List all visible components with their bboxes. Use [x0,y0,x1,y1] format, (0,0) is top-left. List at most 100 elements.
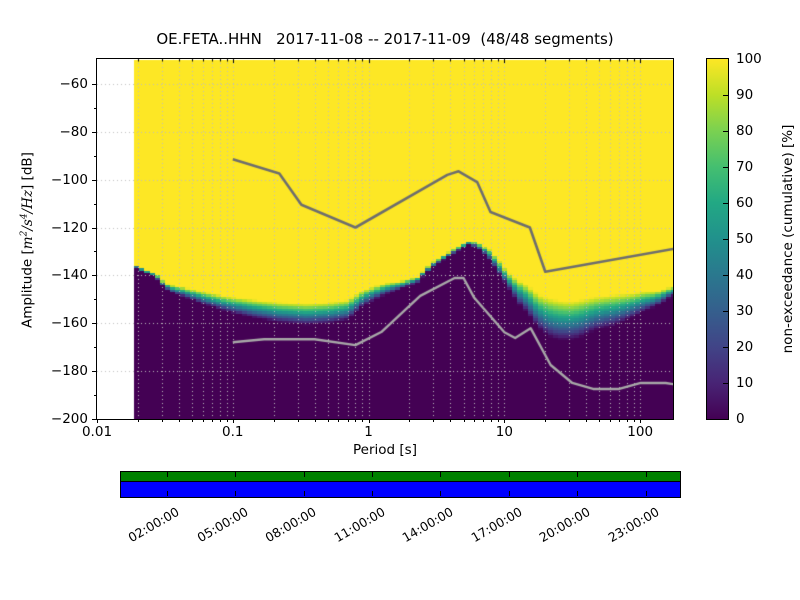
coverage-bar-top-tick [577,472,578,477]
y-tick-label: −120 [50,219,88,236]
colorbar-tick-label: 40 [736,267,754,283]
x-axis-tick [274,419,275,422]
time-tick-label: 05:00:00 [194,504,251,546]
coverage-bar-bottom-tick [167,491,168,496]
x-axis-tick [338,419,339,422]
y-tick-label: −180 [50,363,88,379]
x-axis-tick [179,419,180,422]
y-axis-minor-tick [94,251,96,252]
time-tick-label: 11:00:00 [331,504,388,546]
x-axis-tick [348,419,349,422]
colorbar-tick-label: 60 [736,195,754,211]
x-axis-tick [138,419,139,422]
y-axis-tick [92,323,96,324]
coverage-bar-top-tick [646,472,647,477]
ppsd-heatmap-canvas [97,59,673,419]
time-tick-label: 08:00:00 [262,504,320,546]
y-axis-minor-tick [94,156,96,157]
y-axis-tick [92,371,96,372]
x-tick-label: 10 [495,424,513,440]
x-axis-tick [233,419,234,423]
x-tick-label: 1 [364,424,373,440]
colorbar-tick-label: 80 [736,123,754,139]
x-tick-label: 100 [627,424,654,440]
time-tick-label: 23:00:00 [605,504,662,546]
x-axis-tick [619,419,620,422]
x-axis-label: Period [s] [353,442,417,458]
coverage-bar-bottom-tick [372,491,373,496]
coverage-bar-green-strip [121,472,680,482]
x-axis-tick [634,419,635,422]
x-axis-tick [433,419,434,422]
x-axis-tick [545,419,546,422]
coverage-bar-blue-strip [121,482,680,497]
coverage-bar-top-tick [235,472,236,477]
x-axis-tick [627,419,628,422]
x-axis-tick [212,419,213,422]
x-axis-tick [586,419,587,422]
x-axis-tick [409,419,410,422]
colorbar-tick [723,383,728,384]
y-axis-minor-tick [94,347,96,348]
coverage-bar-bottom-tick [509,491,510,496]
x-axis-tick [203,419,204,422]
colorbar-tick [723,203,728,204]
colorbar-tick-label: 0 [736,411,745,427]
x-tick-label: 0.01 [81,424,113,440]
y-axis-tick [92,228,96,229]
y-axis-minor-tick [94,299,96,300]
time-tick-label: 17:00:00 [468,504,525,546]
coverage-bar [120,471,681,498]
x-axis-tick [315,419,316,422]
x-axis-tick [640,419,641,423]
x-axis-tick [491,419,492,422]
colorbar-tick [723,275,728,276]
y-axis-tick [92,132,96,133]
coverage-bar-bottom-tick [440,491,441,496]
coverage-bar-top-tick [509,472,510,477]
x-axis-tick [599,419,600,422]
x-axis-tick [362,419,363,422]
time-tick-label: 20:00:00 [536,504,593,546]
x-axis-tick [369,419,370,423]
x-axis-tick [97,419,98,423]
x-axis-tick [483,419,484,422]
x-tick-label: 0.1 [222,424,244,440]
coverage-bar-bottom-tick [646,491,647,496]
colorbar-tick [723,167,728,168]
y-axis-tick [92,275,96,276]
x-axis-tick [610,419,611,422]
colorbar-tick-label: 90 [736,87,754,103]
colorbar-tick-label: 30 [736,303,754,319]
coverage-bar-top-tick [440,472,441,477]
coverage-bar-top-tick [167,472,168,477]
y-tick-label: −200 [50,410,88,427]
time-tick-label: 14:00:00 [399,504,456,546]
colorbar-tick [723,311,728,312]
x-axis-tick [450,419,451,422]
chart-title: OE.FETA..HHN 2017-11-08 -- 2017-11-09 (4… [156,30,614,48]
coverage-bar-top-tick [372,472,373,477]
time-tick-label: 02:00:00 [126,504,183,546]
y-tick-label: −160 [50,315,88,332]
colorbar-tick-label: 20 [736,339,754,355]
x-axis-tick [569,419,570,422]
x-axis-tick [328,419,329,422]
coverage-bar-bottom-tick [577,491,578,496]
y-tick-label: −60 [59,76,89,92]
x-axis-tick [474,419,475,422]
y-axis-tick [92,84,96,85]
y-tick-label: −140 [50,267,88,284]
colorbar-tick-label: 50 [736,231,754,247]
x-axis-tick [192,419,193,422]
x-axis-tick [220,419,221,422]
coverage-bar-bottom-tick [235,491,236,496]
colorbar-tick-label: 70 [736,159,754,175]
coverage-bar-top-tick [304,472,305,477]
x-axis-tick [162,419,163,422]
y-axis-minor-tick [94,108,96,109]
x-axis-tick [464,419,465,422]
y-axis-tick [92,180,96,181]
y-tick-label: −80 [59,123,89,140]
